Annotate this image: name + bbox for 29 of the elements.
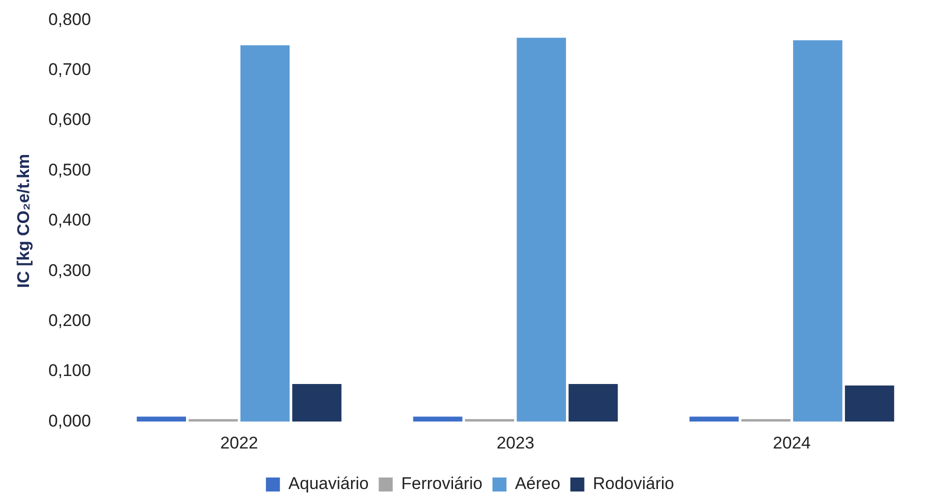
x-tick-label: 2024: [772, 433, 811, 452]
bar: [292, 384, 342, 422]
y-tick-label: 0,200: [48, 310, 91, 330]
legend-label: Aéreo: [514, 474, 560, 494]
y-tick-label: 0,800: [48, 10, 91, 29]
y-tick-label: 0,700: [48, 60, 91, 80]
y-tick-label: 0,000: [48, 411, 91, 430]
y-tick-label: 0,100: [48, 361, 91, 380]
bar: [793, 40, 842, 422]
bar: [136, 416, 186, 422]
bar: [240, 45, 290, 422]
bar: [844, 385, 894, 422]
legend-label: Ferroviário: [401, 474, 482, 494]
x-tick-label: 2023: [496, 433, 534, 452]
bar: [413, 416, 462, 422]
legend-label: Aquaviário: [288, 474, 369, 494]
bar: [741, 419, 791, 422]
bar: [464, 419, 514, 422]
x-tick-label: 2022: [220, 433, 258, 452]
y-tick-label: 0,600: [48, 110, 91, 130]
bar: [568, 384, 618, 422]
y-tick-label: 0,300: [48, 260, 91, 280]
bar: [516, 38, 566, 422]
bar: [689, 416, 739, 422]
legend-label: Rodoviário: [592, 474, 674, 494]
y-tick-label: 0,500: [48, 160, 91, 180]
y-axis-title: IC [kg CO₂e/t.km: [14, 154, 33, 288]
y-tick-label: 0,400: [48, 210, 91, 230]
bar: [188, 419, 238, 422]
